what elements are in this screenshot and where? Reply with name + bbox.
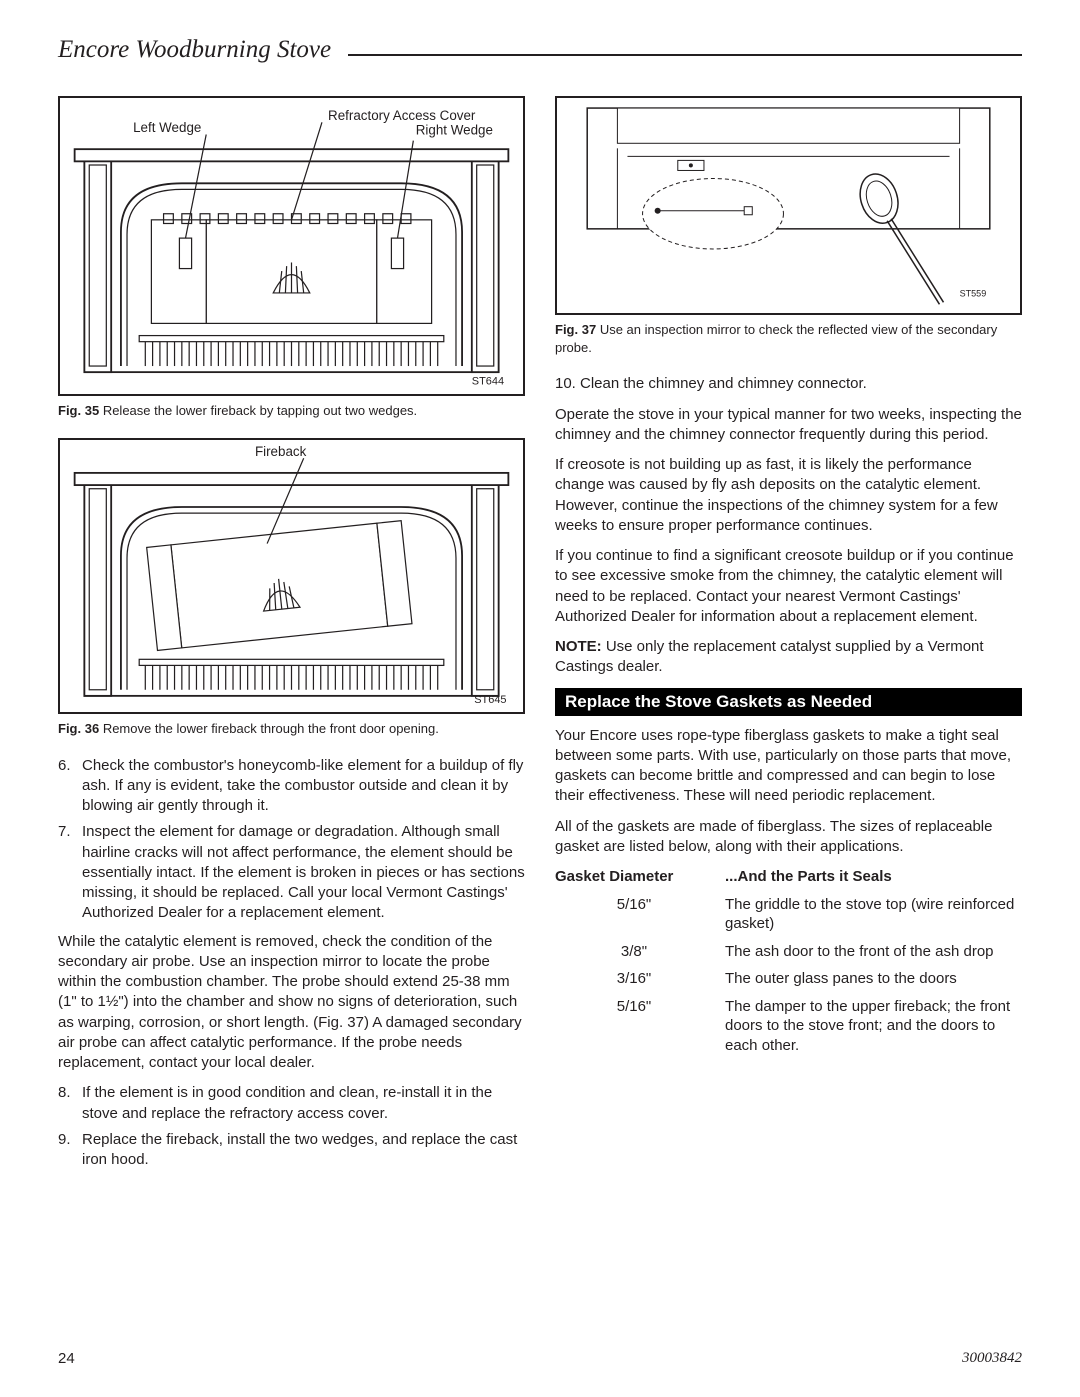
gasket-header-parts: ...And the Parts it Seals [725,867,1022,887]
fig37-caption-label: Fig. 37 [555,322,596,337]
left-column: Left Wedge Refractory Access Cover Right… [58,96,525,1178]
figure-35: Left Wedge Refractory Access Cover Right… [58,96,525,396]
figure-37-svg: ST559 [557,98,1020,309]
note-text: Use only the replacement catalyst suppli… [555,638,984,675]
gasket-diameter: 3/8" [555,942,725,962]
fig37-code: ST559 [960,288,987,298]
step-6: 6. Check the combustor's honeycomb-like … [58,756,525,817]
page-number: 24 [58,1350,75,1367]
gasket-header-diameter: Gasket Diameter [555,867,725,887]
creosote-paragraph: If creosote is not building up as fast, … [555,455,1022,536]
gasket-p1: Your Encore uses rope-type fiberglass ga… [555,726,1022,807]
step-text: Inspect the element for damage or degrad… [82,822,525,923]
gasket-row: 3/16" The outer glass panes to the doors [555,969,1022,989]
buildup-paragraph: If you continue to find a significant cr… [555,546,1022,627]
step-7: 7. Inspect the element for damage or deg… [58,822,525,923]
gasket-parts: The ash door to the front of the ash dro… [725,942,1022,962]
steps-6-7: 6. Check the combustor's honeycomb-like … [58,756,525,924]
fig35-code: ST644 [472,375,504,387]
step-text: If the element is in good condition and … [82,1083,525,1124]
gasket-row: 3/8" The ash door to the front of the as… [555,942,1022,962]
section-header-gaskets: Replace the Stove Gaskets as Needed [555,688,1022,716]
fig35-caption-text: Release the lower fireback by tapping ou… [103,403,417,418]
fig35-caption: Fig. 35 Release the lower fireback by ta… [58,402,525,420]
step-10: 10. Clean the chimney and chimney connec… [555,374,1022,394]
gasket-p2: All of the gaskets are made of fiberglas… [555,817,1022,858]
step-num: 6. [58,756,82,817]
gasket-table: Gasket Diameter ...And the Parts it Seal… [555,867,1022,1055]
figure-36: Fireback ST645 [58,438,525,714]
fig37-caption: Fig. 37 Use an inspection mirror to chec… [555,321,1022,356]
step-num: 9. [58,1130,82,1171]
figure-36-svg: Fireback ST645 [60,440,523,708]
fig35-caption-label: Fig. 35 [58,403,99,418]
gasket-diameter: 5/16" [555,997,725,1056]
fig35-label-right-wedge: Right Wedge [416,123,493,138]
steps-8-9: 8. If the element is in good condition a… [58,1083,525,1170]
gasket-parts: The damper to the upper fireback; the fr… [725,997,1022,1056]
gasket-parts: The outer glass panes to the doors [725,969,1022,989]
figure-37: ST559 [555,96,1022,315]
fig36-code: ST645 [474,694,506,706]
fig35-label-left-wedge: Left Wedge [133,120,201,135]
gasket-row: 5/16" The griddle to the stove top (wire… [555,895,1022,934]
two-column-layout: Left Wedge Refractory Access Cover Right… [58,96,1022,1178]
title-rule [348,54,1022,56]
step-9: 9. Replace the fireback, install the two… [58,1130,525,1171]
doc-title-text: Encore Woodburning Stove [58,36,331,63]
note-paragraph: NOTE: Use only the replacement catalyst … [555,637,1022,678]
gasket-table-header: Gasket Diameter ...And the Parts it Seal… [555,867,1022,887]
step-8: 8. If the element is in good condition a… [58,1083,525,1124]
operate-paragraph: Operate the stove in your typical manner… [555,405,1022,446]
note-label: NOTE: [555,638,602,655]
fig35-label-refractory: Refractory Access Cover [328,108,476,123]
step-text: Replace the fireback, install the two we… [82,1130,525,1171]
fig37-caption-text: Use an inspection mirror to check the re… [555,322,997,355]
fig36-caption-text: Remove the lower fireback through the fr… [103,721,439,736]
fig36-caption: Fig. 36 Remove the lower fireback throug… [58,720,525,738]
figure-35-svg: Left Wedge Refractory Access Cover Right… [60,98,523,390]
gasket-diameter: 5/16" [555,895,725,934]
gasket-row: 5/16" The damper to the upper fireback; … [555,997,1022,1056]
gasket-parts: The griddle to the stove top (wire reinf… [725,895,1022,934]
fig36-caption-label: Fig. 36 [58,721,99,736]
step-num: 8. [58,1083,82,1124]
page-footer: 24 30003842 [58,1350,1022,1367]
step-text: Check the combustor's honeycomb-like ele… [82,756,525,817]
doc-title: Encore Woodburning Stove [58,36,1022,68]
fig36-label-fireback: Fireback [255,444,307,459]
step-num: 7. [58,822,82,923]
doc-number: 30003842 [962,1350,1022,1367]
probe-paragraph: While the catalytic element is removed, … [58,932,525,1074]
gasket-diameter: 3/16" [555,969,725,989]
right-column: ST559 Fig. 37 Use an inspection mirror t… [555,96,1022,1178]
